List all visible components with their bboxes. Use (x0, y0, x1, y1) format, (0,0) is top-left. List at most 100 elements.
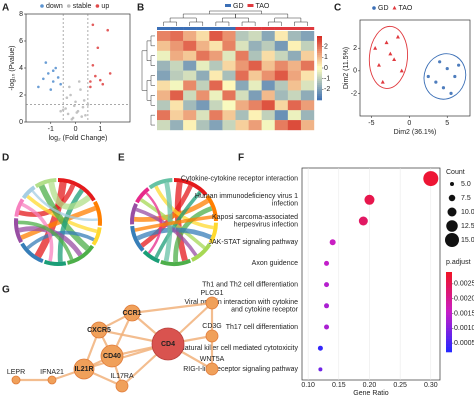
sector (91, 227, 102, 246)
heat-cell (183, 50, 197, 61)
colorbar (446, 349, 452, 353)
heat-cell (274, 40, 289, 51)
node (47, 375, 57, 385)
point (94, 74, 97, 78)
heat-cell (222, 60, 236, 71)
dot (324, 303, 330, 309)
heat-cell (170, 80, 184, 91)
colorbar (446, 272, 452, 275)
dot (324, 260, 330, 266)
y-tick-label: 2 (353, 45, 357, 52)
colorbar (317, 55, 322, 58)
sector (93, 200, 102, 226)
heat-cell (157, 110, 171, 121)
category-label: RIG-I-like receptor signaling pathway (183, 366, 298, 373)
heat-cell (235, 40, 249, 51)
legend-swatch (225, 4, 231, 7)
point (46, 72, 50, 75)
node-label: CCR1 (122, 310, 141, 317)
node (11, 375, 21, 385)
heat-cell (196, 31, 210, 42)
colorbar-label: 0.0015 (454, 310, 474, 317)
colorbar (446, 338, 452, 342)
plot-frame (25, 13, 131, 123)
point (89, 80, 92, 83)
legend-label: up (101, 3, 109, 10)
heat-cell (287, 40, 302, 51)
point (384, 40, 389, 45)
heat-cell (300, 70, 315, 81)
heat-cell (196, 70, 210, 81)
colorbar (446, 285, 452, 289)
heat-cell (157, 70, 171, 81)
point (79, 88, 82, 91)
point (86, 103, 90, 106)
x-tick-label: 0.20 (363, 382, 377, 389)
size-legend-dot (446, 220, 458, 232)
node (115, 379, 129, 393)
heat-cell (183, 80, 197, 91)
point (84, 113, 87, 117)
x-tick-label: 0.10 (301, 382, 315, 389)
sector (67, 244, 95, 265)
heat-cell (287, 60, 302, 71)
heat-cell (248, 80, 262, 91)
colorbar (317, 93, 322, 97)
node (100, 344, 124, 368)
category-label: Th1 and Th2 cell differentiation (202, 281, 298, 288)
heat-cell (196, 60, 210, 71)
sector (148, 178, 173, 190)
heat-cell (248, 60, 262, 71)
heat-cell (196, 100, 210, 111)
node-label: IFNA21 (40, 369, 64, 376)
colorbar (446, 301, 452, 305)
colorbar (446, 312, 452, 315)
x-tick-label: -1 (48, 126, 54, 133)
heat-cell (300, 100, 315, 111)
colorbar (446, 309, 452, 313)
panel-letter: F (238, 153, 244, 164)
heat-cell (157, 120, 171, 131)
point (66, 112, 70, 116)
sector (142, 250, 160, 264)
legend-label: TAO (256, 3, 270, 10)
heat-cell (170, 120, 184, 131)
point (457, 63, 461, 67)
colorbar (317, 42, 322, 45)
group-bar (209, 27, 223, 30)
x-tick-label: 0.25 (393, 382, 407, 389)
point (51, 80, 55, 83)
sector (58, 178, 96, 202)
point (101, 82, 105, 86)
colorbar (446, 304, 452, 307)
heat-cell (222, 40, 236, 51)
legend-symbol (392, 5, 397, 10)
point (96, 46, 100, 50)
category-label: Human immunodeficiency virus 1 (195, 193, 298, 200)
legend-title: p.adjust (446, 259, 471, 266)
category-label: Natural killer cell mediated cytotoxicit… (180, 345, 299, 352)
heat-cell (261, 110, 275, 121)
colorbar (317, 48, 322, 52)
heat-cell (235, 60, 249, 71)
colorbar (446, 296, 452, 299)
heat-cell (209, 60, 223, 71)
heat-cell (274, 31, 289, 42)
panel-letter: B (137, 3, 144, 14)
point (59, 82, 62, 86)
x-tick-label: 0 (74, 126, 78, 133)
heat-cell (222, 31, 236, 42)
point (82, 99, 86, 102)
heat-cell (222, 90, 236, 101)
x-tick-label: -5 (368, 120, 374, 127)
heat-cell (222, 80, 236, 91)
size-legend-label: 12.5 (461, 223, 474, 230)
heat-cell (209, 90, 223, 101)
dot (423, 171, 439, 187)
group-bar (248, 27, 262, 30)
point (81, 105, 85, 109)
point (453, 74, 457, 79)
colorbar-label: -2 (324, 86, 330, 93)
heat-cell (300, 31, 315, 42)
point (426, 74, 430, 79)
